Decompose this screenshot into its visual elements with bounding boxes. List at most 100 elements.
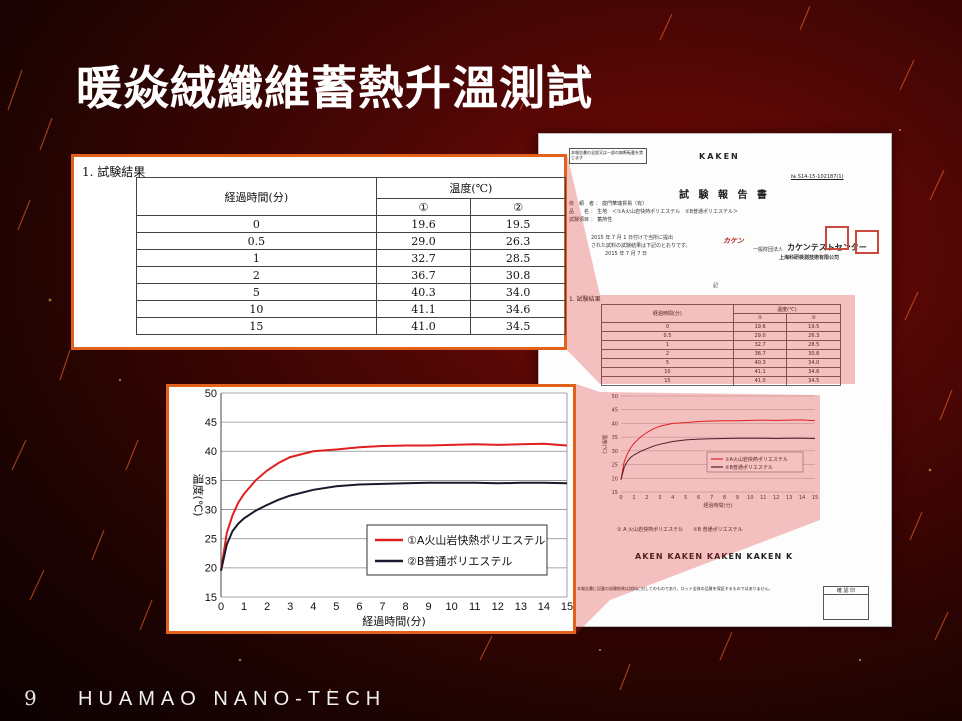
time-cell: 5: [601, 358, 734, 368]
temperature-cell: 30.8: [470, 266, 566, 284]
report-center-branch: 上海科研検測技術有限公司: [779, 255, 840, 261]
mini-y-tick-label: 40: [612, 421, 618, 427]
mini-temp-header: 温度(℃): [732, 304, 842, 314]
temperature-cell: 34.5: [786, 376, 841, 386]
table-row: 0.5 29.0 26.3: [136, 232, 566, 250]
temperature-cell: 19.6: [375, 215, 472, 233]
y-tick-label: 40: [205, 446, 217, 458]
report-legend: ① A 火山岩快熱ポリエステル ②B 普通ポリエステル: [617, 527, 743, 533]
time-cell: 10: [601, 367, 734, 377]
series1-sub-header: ①: [375, 198, 472, 216]
time-cell: 15: [136, 317, 377, 335]
x-tick-label: 11: [469, 601, 480, 613]
mini-table-row: 0.5 29.0 26.3: [601, 331, 841, 341]
temperature-cell: 40.3: [732, 358, 788, 368]
report-item: 試験項目 ： 蓄熱性: [569, 217, 613, 223]
mini-x-tick-label: 8: [723, 495, 726, 501]
x-tick-label: 15: [561, 601, 573, 613]
series-line-2: [220, 481, 568, 572]
temperature-cell: 34.6: [470, 300, 566, 318]
temperature-column-header: 温度(℃): [375, 177, 567, 199]
report-sample: 品 名 ： 生地 ＜①A火山岩快熱ポリエステル ②B普通ポリエステル＞: [569, 209, 738, 215]
report-center-sub: 一般財団法人: [753, 247, 784, 253]
time-cell: 1: [601, 340, 734, 350]
mini-legend-label: ②B普通ポリエステル: [725, 464, 773, 471]
y-tick-label: 20: [205, 563, 217, 575]
x-tick-label: 12: [492, 601, 504, 613]
time-column-header: 経過時間(分): [136, 177, 377, 216]
x-tick-label: 1: [241, 601, 247, 613]
report-date-line3: 2015 年 7 月 7 日: [605, 251, 648, 257]
x-tick-label: 10: [446, 601, 458, 613]
y-tick-label: 15: [205, 592, 217, 604]
temperature-cell: 26.3: [786, 331, 841, 341]
seal-stamp: [855, 230, 879, 254]
mini-x-tick-label: 14: [799, 495, 805, 501]
y-tick-label: 45: [205, 417, 217, 429]
mini-y-tick-label: 25: [612, 463, 618, 469]
table-row: 15 41.0 34.5: [136, 317, 566, 335]
temperature-cell: 36.7: [375, 266, 472, 284]
mini-header-row: 経過時間(分) 温度(℃): [601, 304, 842, 323]
mini-x-tick-label: 2: [645, 495, 648, 501]
report-kaken-band: AKEN KAKEN KAKEN KAKEN K: [635, 552, 794, 561]
x-tick-label: 5: [333, 601, 339, 613]
mini-y-tick-label: 45: [612, 408, 618, 414]
mini-table-row: 10 41.1 34.6: [601, 367, 841, 377]
x-tick-label: 7: [379, 601, 385, 613]
temperature-cell: 40.3: [375, 283, 472, 301]
mini-table-row: 1 32.7 28.5: [601, 340, 841, 350]
mini-x-tick-label: 6: [697, 495, 700, 501]
zoomed-temperature-chart-panel: 15 20 25 30 35 40 45 50 0 1 2 3 4 5 6 7 8 9 10 11 12 13 14 15 経過…: [166, 384, 576, 634]
temperature-cell: 19.5: [470, 215, 566, 233]
x-tick-label: 9: [426, 601, 432, 613]
mini-x-tick-label: 0: [619, 495, 622, 501]
mini-legend: [706, 451, 804, 473]
report-confirm-label: 確 認 印: [824, 587, 868, 595]
report-header: KAKEN: [699, 152, 740, 161]
x-tick-label: 8: [402, 601, 408, 613]
legend-label-1: ①A火山岩快熱ポリエステル: [407, 533, 545, 547]
mini-x-tick-label: 12: [773, 495, 779, 501]
temperature-cell: 28.5: [786, 340, 841, 350]
mini-series-line-1: [620, 419, 816, 480]
time-cell: 1: [136, 249, 377, 267]
y-axis-label: 温度(℃): [192, 474, 206, 517]
y-tick-label: 25: [205, 534, 217, 546]
temperature-cell: 19.6: [732, 322, 788, 332]
series2-sub-header: ②: [470, 198, 566, 216]
time-cell: 5: [136, 283, 377, 301]
mini-series-line-2: [620, 437, 816, 480]
mini-x-tick-label: 3: [658, 495, 661, 501]
mini-y-tick-label: 15: [612, 490, 618, 496]
temperature-cell: 32.7: [375, 249, 472, 267]
time-cell: 0: [601, 322, 734, 332]
mini-y-axis-label: 温度(℃): [601, 434, 608, 454]
temperature-cell: 41.1: [375, 300, 472, 318]
mini-x-tick-label: 5: [684, 495, 687, 501]
mini-x-axis-label: 経過時間(分): [704, 502, 733, 509]
legend-label-2: ②B普通ポリエステル: [407, 554, 512, 568]
temperature-cell: 41.0: [732, 376, 788, 386]
report-date-line1: 2015 年 7 月 1 日付けで当所に提出: [591, 235, 674, 241]
results-table: 経過時間(分) 温度(℃) ① ② 0 19.6 19.5 0.5 29.0 26.3 1 3…: [136, 177, 567, 335]
mini-y-tick-label: 20: [612, 476, 618, 482]
mini-sub-header: ①: [732, 313, 788, 323]
report-stamp-note: 本報告書の全部又は一部の無断転載を禁じます: [569, 148, 647, 164]
seal-stamp: [825, 226, 849, 250]
mini-table-row: 5 40.3 34.0: [601, 358, 841, 368]
temperature-cell: 29.0: [375, 232, 472, 250]
report-title: 試 験 報 告 書: [679, 190, 770, 201]
time-cell: 15: [601, 376, 734, 386]
x-tick-label: 4: [310, 601, 316, 613]
y-tick-label: 35: [205, 475, 217, 487]
mini-time-header: 経過時間(分): [601, 304, 734, 323]
page-number: 9: [24, 686, 37, 710]
report-client: 依 頼 者 ： 廈門華瑞貿易（有）: [569, 201, 648, 207]
y-tick-label: 30: [205, 504, 217, 516]
mini-x-tick-label: 11: [760, 495, 766, 501]
mini-x-tick-label: 10: [747, 495, 753, 501]
time-cell: 10: [136, 300, 377, 318]
temperature-cell: 34.5: [470, 317, 566, 335]
